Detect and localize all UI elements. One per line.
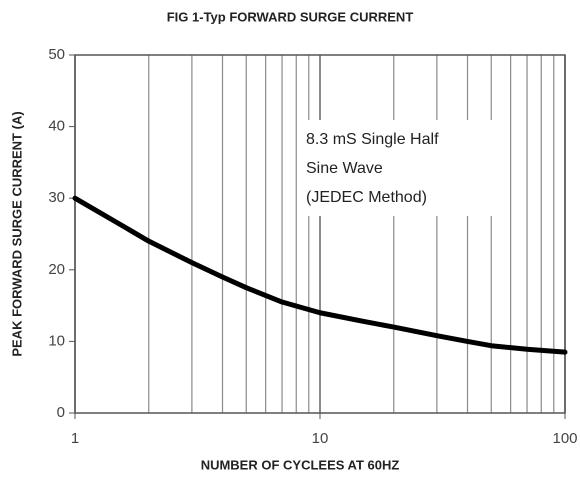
y-tick-label: 40 xyxy=(48,118,65,135)
y-tick-label: 50 xyxy=(48,46,65,63)
annotation: Sine Wave xyxy=(306,160,383,177)
annotation: 8.3 mS Single Half xyxy=(306,131,439,148)
chart-title: FIG 1-Typ FORWARD SURGE CURRENT xyxy=(167,9,414,24)
x-tick-label: 1 xyxy=(71,430,79,447)
data-line xyxy=(72,195,568,355)
y-axis-label: PEAK FORWARD SURGE CURRENT (A) xyxy=(9,111,24,356)
annotation-box xyxy=(298,120,503,216)
y-tick-label: 30 xyxy=(48,189,65,206)
x-tick-label: 10 xyxy=(312,430,329,447)
y-tick-label: 0 xyxy=(57,404,65,421)
annotation: (JEDEC Method) xyxy=(306,189,427,206)
x-axis-label: NUMBER OF CYCLEES AT 60HZ xyxy=(201,457,400,472)
y-tick-label: 10 xyxy=(48,332,65,349)
x-tick-label: 100 xyxy=(552,430,577,447)
y-tick-label: 20 xyxy=(48,261,65,278)
plot-frame xyxy=(74,54,566,414)
